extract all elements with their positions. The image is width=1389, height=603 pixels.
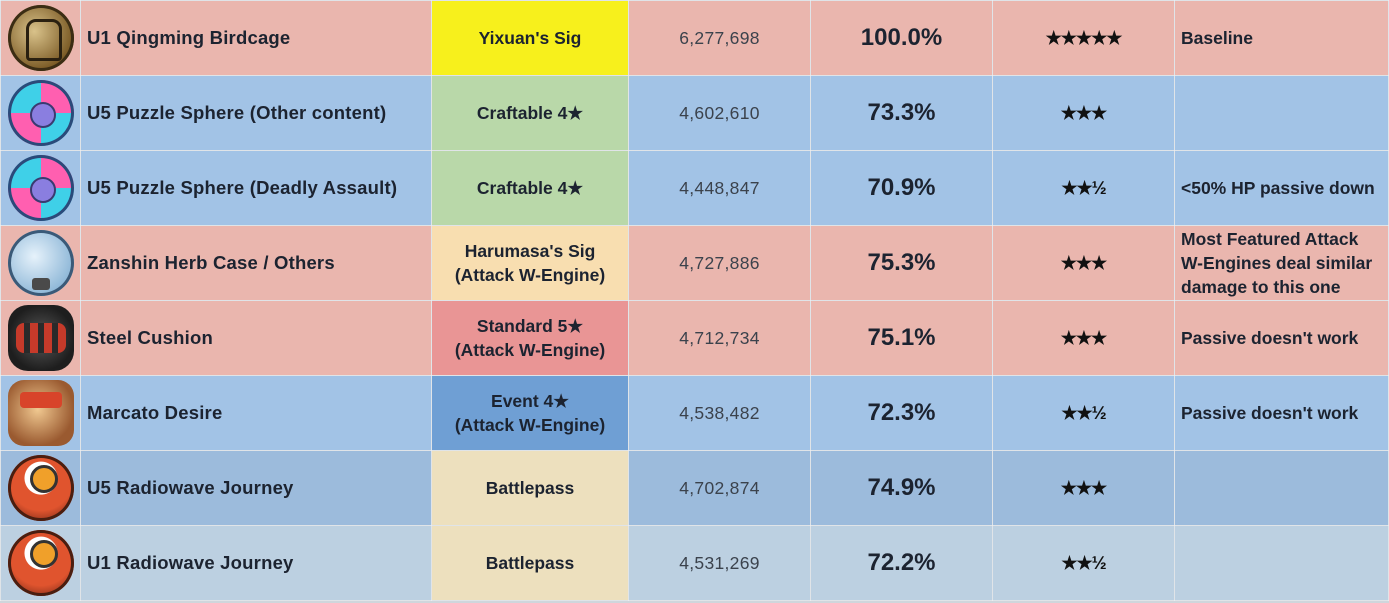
source-cell: Craftable 4★ <box>431 150 629 226</box>
source-line: Yixuan's Sig <box>478 28 582 48</box>
note-line: W-Engines deal similar <box>1181 253 1373 273</box>
star-rating: ★★★ <box>992 75 1175 151</box>
radiowave-journey-icon <box>7 530 74 596</box>
table-row: U5 Radiowave Journey Battlepass 4,702,87… <box>0 450 1389 526</box>
note-cell <box>1174 525 1389 601</box>
icon-cell <box>0 375 81 451</box>
percent-value: 75.3% <box>810 225 993 301</box>
source-line: Event 4★ <box>491 391 569 411</box>
weapon-name: U1 Radiowave Journey <box>80 525 432 601</box>
weapon-name: U5 Puzzle Sphere (Deadly Assault) <box>80 150 432 226</box>
icon-cell <box>0 525 81 601</box>
source-cell: Battlepass <box>431 450 629 526</box>
damage-value: 4,712,734 <box>628 300 811 376</box>
percent-value: 70.9% <box>810 150 993 226</box>
weapon-name: Marcato Desire <box>80 375 432 451</box>
source-line: Battlepass <box>485 478 575 498</box>
icon-cell <box>0 150 81 226</box>
damage-value: 6,277,698 <box>628 0 811 76</box>
note-cell: Passive doesn't work <box>1174 300 1389 376</box>
percent-value: 72.3% <box>810 375 993 451</box>
percent-value: 75.1% <box>810 300 993 376</box>
weapon-name: Steel Cushion <box>80 300 432 376</box>
damage-value: 4,702,874 <box>628 450 811 526</box>
note-cell: Most Featured Attack W-Engines deal simil… <box>1174 225 1389 301</box>
herb-case-icon <box>7 230 74 296</box>
note-cell <box>1174 450 1389 526</box>
note-cell: Passive doesn't work <box>1174 375 1389 451</box>
table-row: U5 Puzzle Sphere (Deadly Assault) Crafta… <box>0 150 1389 226</box>
source-cell: Battlepass <box>431 525 629 601</box>
table-row: U5 Puzzle Sphere (Other content) Craftab… <box>0 75 1389 151</box>
star-rating: ★★★ <box>992 300 1175 376</box>
star-rating: ★★½ <box>992 150 1175 226</box>
note-cell: Baseline <box>1174 0 1389 76</box>
source-line: Craftable 4★ <box>476 178 584 198</box>
note-line: Passive doesn't work <box>1181 403 1359 423</box>
note-cell: <50% HP passive down <box>1174 150 1389 226</box>
note-line: Baseline <box>1181 28 1253 48</box>
marcato-desire-icon <box>7 380 74 446</box>
source-line: (Attack W-Engine) <box>454 340 606 360</box>
icon-cell <box>0 0 81 76</box>
source-line: Battlepass <box>485 553 575 573</box>
table-row: Marcato Desire Event 4★ (Attack W-Engine)… <box>0 375 1389 451</box>
star-rating: ★★½ <box>992 525 1175 601</box>
source-line: Standard 5★ <box>476 316 584 336</box>
table-row: U1 Qingming Birdcage Yixuan's Sig 6,277,… <box>0 0 1389 76</box>
source-cell: Event 4★ (Attack W-Engine) <box>431 375 629 451</box>
note-line: Most Featured Attack <box>1181 229 1359 249</box>
source-line: Craftable 4★ <box>476 103 584 123</box>
table-row: Steel Cushion Standard 5★ (Attack W-Engin… <box>0 300 1389 376</box>
star-rating: ★★★★★ <box>992 0 1175 76</box>
damage-value: 4,727,886 <box>628 225 811 301</box>
damage-value: 4,602,610 <box>628 75 811 151</box>
weapon-name: U5 Puzzle Sphere (Other content) <box>80 75 432 151</box>
radiowave-journey-icon <box>7 455 74 521</box>
note-line: damage to this one <box>1181 277 1341 297</box>
damage-value: 4,531,269 <box>628 525 811 601</box>
note-line: <50% HP passive down <box>1181 178 1375 198</box>
birdcage-icon <box>7 5 74 71</box>
table-row: Zanshin Herb Case / Others Harumasa's Si… <box>0 225 1389 301</box>
source-cell: Craftable 4★ <box>431 75 629 151</box>
star-rating: ★★★ <box>992 225 1175 301</box>
percent-value: 100.0% <box>810 0 993 76</box>
percent-value: 72.2% <box>810 525 993 601</box>
note-cell <box>1174 75 1389 151</box>
star-rating: ★★½ <box>992 375 1175 451</box>
damage-value: 4,538,482 <box>628 375 811 451</box>
icon-cell <box>0 450 81 526</box>
puzzle-sphere-icon <box>7 80 74 146</box>
source-line: (Attack W-Engine) <box>454 265 606 285</box>
steel-cushion-icon <box>7 305 74 371</box>
icon-cell <box>0 75 81 151</box>
icon-cell <box>0 225 81 301</box>
source-cell: Standard 5★ (Attack W-Engine) <box>431 300 629 376</box>
note-line: Passive doesn't work <box>1181 328 1359 348</box>
percent-value: 74.9% <box>810 450 993 526</box>
star-rating: ★★★ <box>992 450 1175 526</box>
weapon-name: Zanshin Herb Case / Others <box>80 225 432 301</box>
puzzle-sphere-icon <box>7 155 74 221</box>
source-line: (Attack W-Engine) <box>454 415 606 435</box>
icon-cell <box>0 300 81 376</box>
source-cell: Harumasa's Sig (Attack W-Engine) <box>431 225 629 301</box>
source-line: Harumasa's Sig <box>464 241 596 261</box>
weapon-name: U5 Radiowave Journey <box>80 450 432 526</box>
damage-value: 4,448,847 <box>628 150 811 226</box>
table-row: U1 Radiowave Journey Battlepass 4,531,26… <box>0 525 1389 601</box>
percent-value: 73.3% <box>810 75 993 151</box>
weapon-name: U1 Qingming Birdcage <box>80 0 432 76</box>
source-cell: Yixuan's Sig <box>431 0 629 76</box>
